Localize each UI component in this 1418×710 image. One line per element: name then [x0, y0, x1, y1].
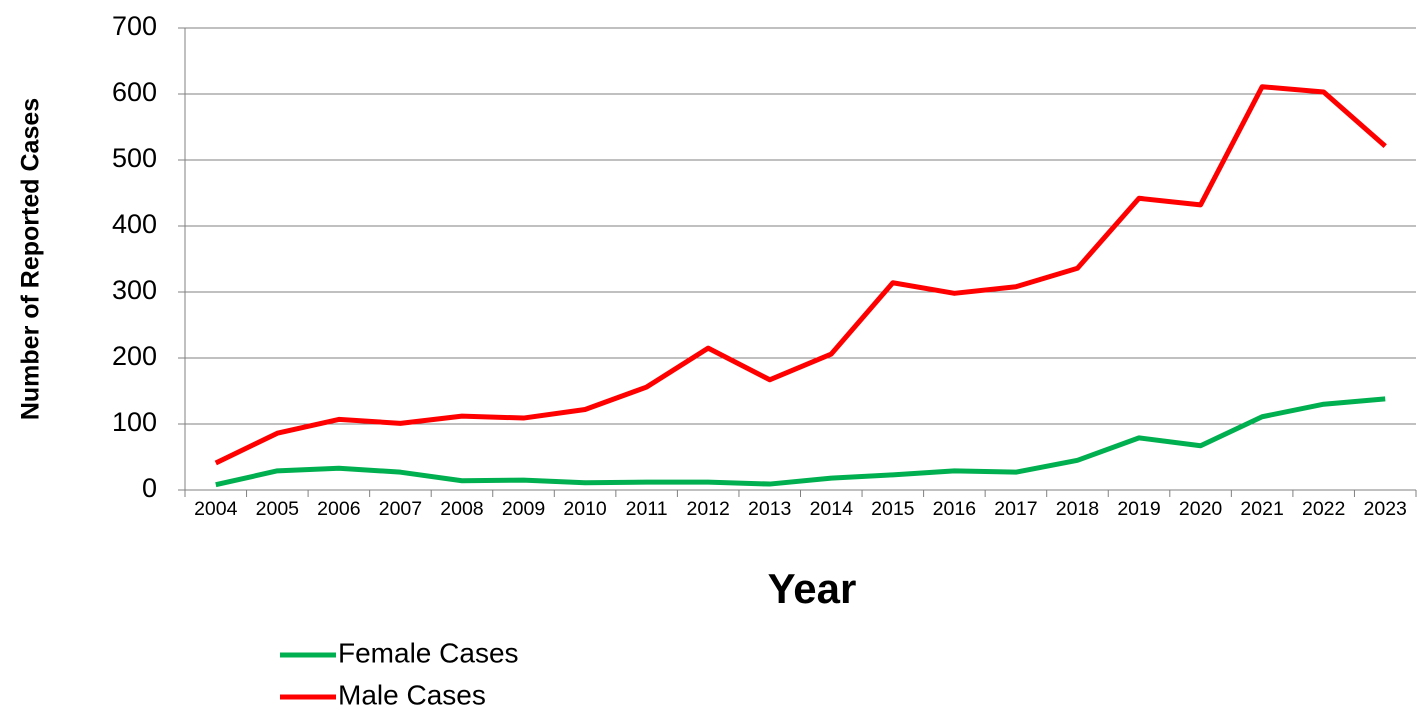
x-tick-label: 2015: [871, 498, 915, 520]
x-tick-label: 2005: [256, 498, 300, 520]
legend-label: Male Cases: [338, 679, 486, 710]
x-tick-label: 2022: [1302, 498, 1345, 520]
x-tick-label: 2013: [748, 498, 791, 520]
y-tick-label: 100: [112, 407, 157, 437]
x-tick-label: 2009: [502, 498, 545, 520]
x-tick-label: 2011: [626, 498, 668, 520]
x-axis-label: Year: [768, 565, 857, 612]
x-tick-label: 2007: [379, 498, 422, 520]
y-axis-label: Number of Reported Cases: [17, 98, 45, 420]
x-tick-label: 2012: [686, 498, 729, 520]
x-tick-label: 2014: [810, 498, 854, 520]
y-tick-label: 500: [112, 143, 157, 173]
x-tick-label: 2017: [994, 498, 1037, 520]
data-line: [214, 84, 1387, 466]
x-tick-label: 2021: [1240, 498, 1283, 520]
legend-label: Female Cases: [338, 637, 519, 668]
y-tick-label: 400: [112, 209, 157, 239]
x-tick-label: 2016: [933, 498, 976, 520]
y-tick-label: 600: [112, 77, 157, 107]
x-tick-label: 2006: [317, 498, 360, 520]
x-tick-label: 2008: [440, 498, 483, 520]
x-tick-label: 2023: [1364, 498, 1407, 520]
y-tick-label: 700: [112, 11, 157, 41]
y-tick-label: 200: [112, 341, 157, 371]
data-line: [215, 396, 1386, 488]
x-tick-label: 2020: [1179, 498, 1223, 520]
x-tick-label: 2018: [1056, 498, 1099, 520]
y-tick-label: 0: [142, 473, 157, 503]
x-tick-label: 2019: [1117, 498, 1160, 520]
x-tick-label: 2010: [563, 498, 607, 520]
y-tick-label: 300: [112, 275, 157, 305]
x-tick-label: 2004: [194, 498, 238, 520]
